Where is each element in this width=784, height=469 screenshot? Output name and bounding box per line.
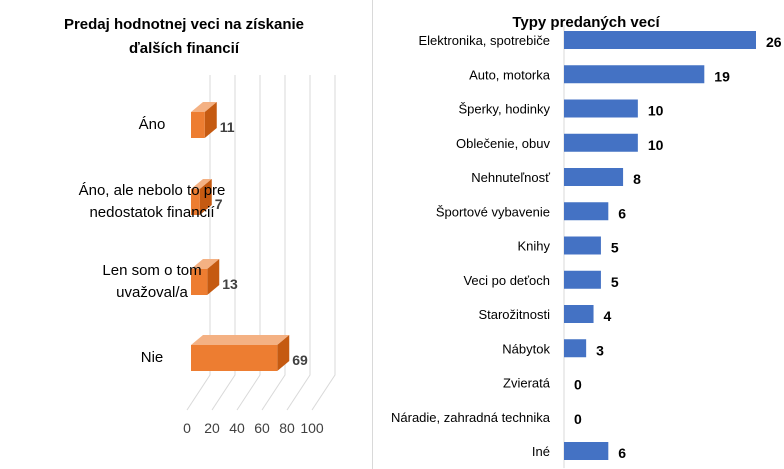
bar: [564, 133, 638, 152]
right-chart-svg: Typy predaných vecí 26 19 10 10 8 6 5 5 4 3 0 0 6 Elek…: [391, 14, 782, 469]
gridline: [286, 75, 311, 411]
bar: [564, 99, 638, 118]
data-label: 5: [611, 240, 619, 256]
category-label: Nie: [141, 349, 164, 366]
data-label: 6: [618, 445, 626, 461]
data-label: 7: [215, 196, 223, 212]
chart-title-line-1: Predaj hodnotnej veci na získanie: [64, 16, 304, 33]
bar: [564, 168, 624, 186]
data-label: 13: [222, 276, 238, 292]
data-label: 0: [574, 377, 582, 393]
x-tick-label: 40: [229, 420, 245, 436]
category-label: Šperky, hodinky: [458, 102, 550, 117]
data-label: 4: [604, 308, 612, 324]
bar: [564, 442, 609, 460]
bars: 26 19 10 10 8 6 5 5 4 3 0 0 6: [564, 31, 782, 461]
category-label: Náradie, zahradná technika: [391, 410, 551, 425]
bar: [564, 270, 601, 289]
data-label: 19: [714, 68, 730, 84]
category-labels: Áno Áno, ale nebolo to pre nedostatok fina…: [79, 116, 226, 366]
bar-top: [191, 335, 290, 345]
bar-top: [191, 259, 220, 269]
bar-top: [191, 179, 212, 189]
bar: [564, 31, 756, 49]
bar: [564, 305, 594, 323]
bar: [564, 339, 587, 358]
chart-title-line-2: ďalších financií: [129, 40, 240, 57]
x-tick-label: 20: [204, 420, 220, 436]
category-label: Elektronika, spotrebiče: [418, 33, 550, 48]
category-label: Zvieratá: [503, 376, 551, 391]
category-label: Iné: [532, 444, 550, 459]
data-label: 3: [596, 342, 604, 358]
category-label: Len som o tom: [102, 262, 201, 279]
category-label: Oblečenie, obuv: [456, 136, 550, 151]
x-tick-label: 80: [279, 420, 295, 436]
gridline: [211, 75, 236, 411]
x-tick-label: 60: [254, 420, 270, 436]
category-label: Nehnuteľnosť: [471, 170, 550, 185]
data-label: 69: [292, 352, 308, 368]
data-label: 6: [618, 205, 626, 221]
gridline: [311, 75, 336, 411]
bar-side: [199, 179, 212, 215]
bar: [191, 269, 208, 295]
bar-side: [207, 259, 220, 295]
gridline: [236, 75, 261, 411]
bar-side: [277, 335, 290, 371]
data-label: 26: [766, 34, 782, 50]
category-label: Knihy: [517, 239, 550, 254]
data-label: 8: [633, 171, 641, 187]
left-chart-panel: Predaj hodnotnej veci na získanie ďalších…: [0, 0, 368, 469]
gridlines: [186, 75, 336, 411]
category-label: Auto, motorka: [469, 67, 551, 82]
category-label: Starožitnosti: [478, 307, 550, 322]
gridline: [186, 75, 211, 411]
bar-side: [204, 102, 217, 138]
bar: [191, 189, 200, 215]
category-label: nedostatok financií: [89, 204, 215, 221]
x-tick-label: 100: [300, 420, 324, 436]
bars: 11 7 13 69: [191, 102, 308, 371]
left-chart-svg: Predaj hodnotnej veci na získanie ďalších…: [64, 16, 336, 436]
chart-title: Typy predaných vecí: [512, 14, 660, 31]
category-labels: Elektronika, spotrebiče Auto, motorka Šper…: [391, 33, 551, 459]
category-label: Nábytok: [502, 341, 550, 356]
bar-top: [191, 102, 217, 112]
category-label: uvažoval/a: [116, 284, 188, 301]
bar: [564, 65, 705, 84]
data-label: 10: [648, 103, 664, 119]
category-label: Športové vybavenie: [436, 204, 550, 219]
bar: [191, 345, 278, 371]
bar: [191, 112, 205, 138]
category-label: Áno: [139, 116, 166, 133]
category-label: Áno, ale nebolo to pre: [79, 182, 226, 199]
data-label: 10: [648, 137, 664, 153]
right-chart-panel: Typy predaných vecí 26 19 10 10 8 6 5 5 4 3 0 0 6 Elek…: [372, 0, 784, 469]
data-label: 11: [220, 119, 235, 135]
data-label: 5: [611, 274, 619, 290]
x-tick-label: 0: [183, 420, 191, 436]
category-label: Veci po deťoch: [463, 273, 550, 288]
bar: [564, 236, 601, 255]
data-label: 0: [574, 411, 582, 427]
x-tick-labels: 0 20 40 60 80 100: [183, 420, 324, 436]
gridline: [261, 75, 286, 411]
bar: [564, 202, 609, 221]
